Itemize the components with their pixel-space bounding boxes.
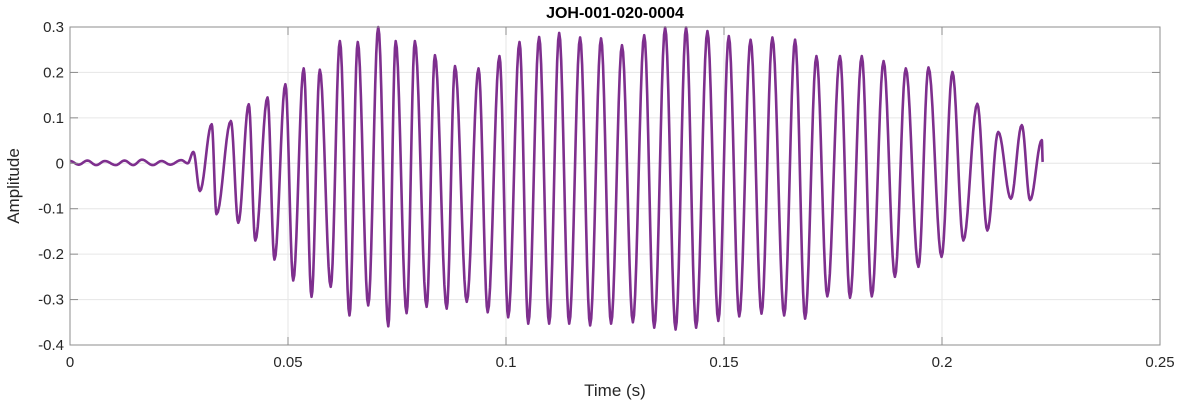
- y-tick-label: -0.2: [38, 246, 64, 263]
- chart-title: JOH-001-020-0004: [546, 5, 684, 22]
- x-tick-label: 0: [66, 354, 74, 371]
- y-tick-label: 0: [56, 155, 64, 172]
- y-axis-label: Amplitude: [4, 148, 23, 224]
- tick-layer: 0 0.05 0.1 0.15 0.2 0.25 -0.4 -0.3 -0.2 -0.1 0 0.1 0…: [38, 19, 1174, 371]
- y-tick-label: -0.3: [38, 292, 64, 309]
- series-layer: [69, 25, 1045, 331]
- x-tick-label: 0.15: [709, 354, 738, 371]
- y-tick-label: -0.4: [38, 337, 64, 354]
- grid: [69, 26, 1161, 346]
- waveform-line: [69, 25, 1045, 331]
- x-tick-label: 0.05: [273, 354, 302, 371]
- y-tick-label: 0.1: [43, 110, 64, 127]
- x-tick-label: 0.2: [932, 354, 953, 371]
- x-axis-label: Time (s): [584, 381, 646, 400]
- x-tick-label: 0.1: [496, 354, 517, 371]
- axes-box: [69, 26, 1161, 346]
- x-tick-label: 0.25: [1145, 354, 1174, 371]
- y-tick-label: -0.1: [38, 201, 64, 218]
- y-tick-label: 0.3: [43, 19, 64, 36]
- y-tick-label: 0.2: [43, 64, 64, 81]
